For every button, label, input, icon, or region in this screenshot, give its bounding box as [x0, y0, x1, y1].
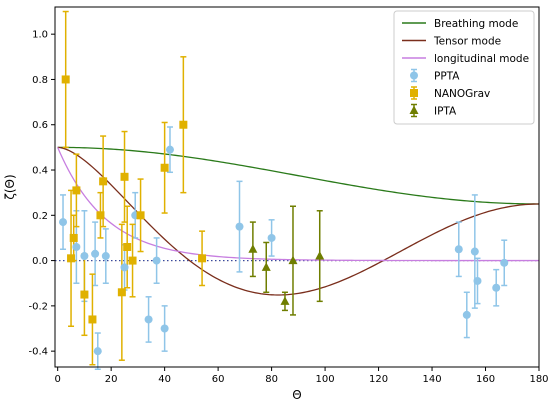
- nanograv-point-3: [72, 186, 81, 195]
- ipta-point-1: [261, 262, 271, 271]
- ppta-point-18: [492, 283, 501, 292]
- y-tick-label: -0.4: [28, 347, 48, 358]
- x-tick-label: 180: [529, 374, 548, 385]
- x-tick-label: 160: [476, 374, 495, 385]
- nanograv-point-4: [80, 290, 89, 299]
- ppta-point-13: [267, 233, 276, 242]
- ppta-point-4: [93, 347, 102, 356]
- nanograv-point-0: [61, 75, 70, 84]
- x-tick-label: 20: [105, 374, 118, 385]
- x-axis-label: Θ: [292, 388, 301, 402]
- nanograv-point-12: [136, 211, 145, 220]
- y-tick-label: 0.2: [32, 211, 48, 222]
- nanograv-point-8: [117, 288, 126, 297]
- nanograv-point-10: [123, 243, 132, 251]
- y-tick-label: -0.2: [28, 301, 48, 312]
- legend-label-ppta: PPTA: [434, 71, 460, 83]
- x-tick-label: 40: [158, 374, 171, 385]
- x-tick-label: 100: [316, 374, 335, 385]
- y-tick-label: 0.0: [32, 256, 48, 267]
- legend: Breathing mode Tensor mode longitudinal mo…: [393, 10, 535, 125]
- legend-label-nanograv: NANOGrav: [434, 88, 490, 100]
- legend-label-breathing: Breathing mode: [434, 18, 518, 30]
- x-tick-label: 60: [212, 374, 225, 385]
- ipta-point-3: [288, 255, 298, 265]
- plot-frame: [54, 6, 540, 368]
- curve-tensor: [57, 146, 539, 296]
- ppta-point-0: [59, 218, 68, 227]
- ipta-point-4: [315, 251, 325, 260]
- ppta-point-5: [101, 252, 110, 261]
- ppta-point-3: [91, 249, 100, 258]
- x-tick-label: 80: [265, 374, 278, 385]
- ppta-point-10: [160, 324, 169, 333]
- ppta-point-12: [235, 222, 244, 231]
- ppta-point-17: [473, 276, 482, 285]
- nanograv-point-6: [96, 211, 105, 220]
- curve-breathing: [57, 146, 539, 205]
- legend-marker-ppta: [410, 71, 418, 80]
- nanograv-point-7: [99, 177, 108, 186]
- legend-label-ipta: IPTA: [434, 106, 457, 118]
- ppta-point-2: [80, 252, 89, 261]
- nanograv-point-2: [69, 233, 78, 242]
- ppta-point-15: [462, 310, 471, 319]
- legend-label-longitudinal: longitudinal mode: [434, 53, 529, 65]
- legend-label-tensor: Tensor mode: [433, 36, 501, 48]
- nanograv-point-13: [160, 163, 169, 172]
- axis-ticks: 0 20 40 60 80 100 120 140 160 180 -0.4 -0.2 0.0 0.2 0.…: [28, 30, 548, 385]
- ppta-point-1: [72, 243, 81, 251]
- ppta-point-19: [500, 258, 509, 267]
- ppta-point-11: [165, 145, 174, 154]
- ppta-point-8: [144, 315, 153, 324]
- legend-box: [393, 10, 535, 125]
- legend-marker-ipta: [409, 105, 419, 114]
- nanograv-point-11: [128, 256, 137, 265]
- nanograv-point-15: [198, 254, 207, 263]
- nanograv-point-9: [120, 172, 129, 181]
- ppta-point-6: [120, 263, 129, 272]
- y-tick-label: 0.6: [32, 120, 48, 131]
- y-axis-label: ζ(Θ): [3, 174, 17, 199]
- x-tick-label: 120: [369, 374, 388, 385]
- ppta-point-9: [152, 256, 161, 265]
- data-markers: [59, 75, 509, 356]
- y-tick-label: 0.8: [32, 75, 48, 86]
- ppta-point-16: [470, 247, 479, 256]
- y-tick-label: 0.4: [32, 166, 48, 177]
- ipta-point-2: [280, 296, 290, 305]
- nanograv-point-1: [67, 254, 76, 263]
- ipta-point-0: [248, 244, 258, 253]
- legend-marker-nanograv: [410, 89, 418, 97]
- y-tick-label: 1.0: [32, 30, 48, 41]
- x-tick-label: 0: [54, 374, 60, 385]
- x-tick-label: 140: [422, 374, 441, 385]
- nanograv-point-14: [179, 120, 188, 129]
- ppta-point-14: [454, 245, 463, 254]
- nanograv-point-5: [88, 315, 97, 324]
